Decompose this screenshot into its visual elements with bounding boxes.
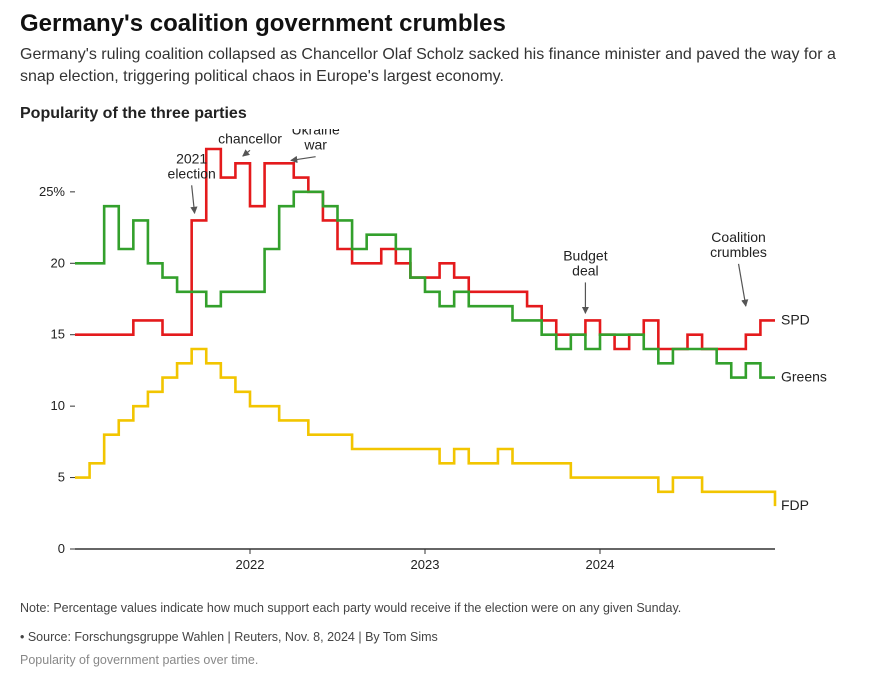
caption: Popularity of government parties over ti… — [20, 653, 860, 667]
annotation-text: chancellor — [218, 130, 282, 146]
svg-text:0: 0 — [58, 541, 65, 556]
svg-text:15: 15 — [51, 327, 65, 342]
series-label-greens: Greens — [781, 369, 827, 385]
note: Note: Percentage values indicate how muc… — [20, 599, 860, 618]
source-line: • Source: Forschungsgruppe Wahlen | Reut… — [20, 628, 860, 647]
annotation-arrow — [192, 185, 195, 213]
annotation-text: crumbles — [710, 244, 767, 260]
annotation-arrow — [739, 264, 746, 306]
annotation-text: Budget — [563, 248, 607, 264]
svg-text:20: 20 — [51, 255, 65, 270]
annotation-text: war — [303, 137, 327, 153]
annotation-arrow — [243, 150, 250, 156]
annotation-text: Coalition — [711, 229, 765, 245]
series-fdp — [75, 349, 775, 506]
subhead: Germany's ruling coalition collapsed as … — [20, 44, 840, 87]
chart-svg: 0 5 10 15 20 25% 2022 2023 2024 SPD Greens FDP 2021e… — [20, 129, 860, 589]
svg-text:2023: 2023 — [411, 557, 440, 572]
annotation-text: 2021 — [176, 150, 207, 166]
figure-container: Germany's coalition government crumbles … — [0, 0, 880, 699]
series-label-spd: SPD — [781, 312, 810, 328]
headline: Germany's coalition government crumbles — [20, 10, 860, 38]
series-label-fdp: FDP — [781, 497, 809, 513]
annotation-text: election — [168, 165, 216, 181]
svg-text:10: 10 — [51, 398, 65, 413]
svg-text:2024: 2024 — [586, 557, 615, 572]
svg-text:5: 5 — [58, 470, 65, 485]
chart-area: 0 5 10 15 20 25% 2022 2023 2024 SPD Greens FDP 2021e… — [20, 129, 860, 589]
svg-text:25%: 25% — [39, 184, 65, 199]
annotation-text: deal — [572, 263, 598, 279]
annotation-arrow — [291, 157, 316, 161]
svg-text:2022: 2022 — [236, 557, 265, 572]
chart-title: Popularity of the three parties — [20, 105, 860, 123]
